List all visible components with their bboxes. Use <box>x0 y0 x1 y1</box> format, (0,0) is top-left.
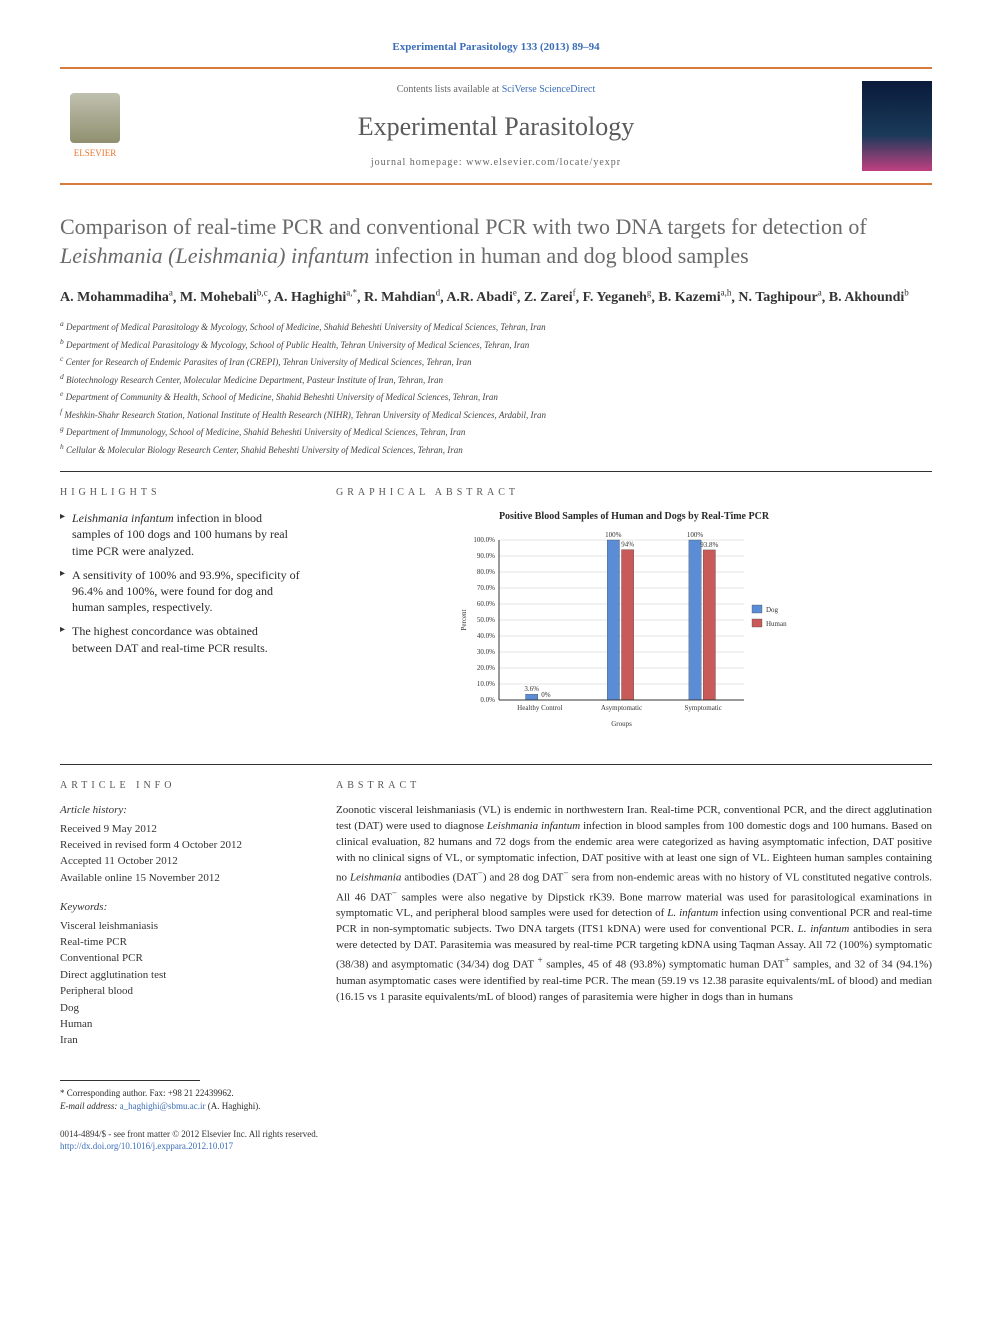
sciencedirect-link[interactable]: SciVerse ScienceDirect <box>502 84 596 95</box>
corresponding-email-link[interactable]: a_haghighi@sbmu.ac.ir <box>120 1101 206 1111</box>
svg-text:60.0%: 60.0% <box>477 600 495 608</box>
keyword: Visceral leishmaniasis <box>60 919 300 934</box>
authors-list: A. Mohammadihaa, M. Mohebalib,c, A. Hagh… <box>60 287 932 309</box>
affiliation: f Meshkin-Shahr Research Station, Nation… <box>60 406 932 423</box>
svg-text:100%: 100% <box>687 531 704 539</box>
author: A.R. Abadie <box>446 290 517 305</box>
highlight-item: The highest concordance was obtained bet… <box>60 623 300 655</box>
journal-cover-thumb <box>862 81 932 171</box>
svg-text:93.8%: 93.8% <box>700 541 718 549</box>
svg-text:Asymptomatic: Asymptomatic <box>601 704 642 712</box>
svg-text:3.6%: 3.6% <box>524 685 539 693</box>
affiliation: h Cellular & Molecular Biology Research … <box>60 441 932 458</box>
highlights: Leishmania infantum infection in blood s… <box>60 510 300 656</box>
article-info: Article history: Received 9 May 2012Rece… <box>60 803 300 1048</box>
affiliation: c Center for Research of Endemic Parasit… <box>60 353 932 370</box>
keyword: Real-time PCR <box>60 935 300 950</box>
affiliation: g Department of Immunology, School of Me… <box>60 423 932 440</box>
keyword: Peripheral blood <box>60 984 300 999</box>
keyword: Dog <box>60 1001 300 1016</box>
affiliation: a Department of Medical Parasitology & M… <box>60 318 932 335</box>
highlight-item: A sensitivity of 100% and 93.9%, specifi… <box>60 567 300 616</box>
svg-text:20.0%: 20.0% <box>477 664 495 672</box>
svg-text:80.0%: 80.0% <box>477 568 495 576</box>
author: A. Mohammadihaa <box>60 290 173 305</box>
history-line: Received 9 May 2012 <box>60 822 300 837</box>
author: B. Akhoundib <box>829 290 909 305</box>
author: R. Mahdiand <box>364 290 440 305</box>
highlight-item: Leishmania infantum infection in blood s… <box>60 510 300 559</box>
graphical-abstract-chart: Positive Blood Samples of Human and Dogs… <box>336 510 932 730</box>
author: Z. Zareif <box>524 290 576 305</box>
keyword: Conventional PCR <box>60 951 300 966</box>
svg-text:94%: 94% <box>621 541 634 549</box>
svg-text:100.0%: 100.0% <box>473 536 495 544</box>
svg-text:10.0%: 10.0% <box>477 680 495 688</box>
svg-text:Groups: Groups <box>611 720 632 728</box>
author: N. Taghipoura <box>738 290 821 305</box>
svg-text:0%: 0% <box>541 691 551 699</box>
affiliation: d Biotechnology Research Center, Molecul… <box>60 371 932 388</box>
affiliation: b Department of Medical Parasitology & M… <box>60 336 932 353</box>
affiliations: a Department of Medical Parasitology & M… <box>60 318 932 457</box>
author: F. Yeganehg <box>583 290 652 305</box>
svg-text:Symptomatic: Symptomatic <box>684 704 721 712</box>
affiliation: e Department of Community & Health, Scho… <box>60 388 932 405</box>
keyword: Iran <box>60 1033 300 1048</box>
svg-text:0.0%: 0.0% <box>480 696 495 704</box>
svg-text:Healthy Control: Healthy Control <box>517 704 562 712</box>
svg-text:30.0%: 30.0% <box>477 648 495 656</box>
history-line: Available online 15 November 2012 <box>60 871 300 886</box>
svg-text:90.0%: 90.0% <box>477 552 495 560</box>
svg-text:Dog: Dog <box>766 606 779 614</box>
journal-name: Experimental Parasitology <box>146 109 846 145</box>
journal-citation: Experimental Parasitology 133 (2013) 89–… <box>60 40 932 55</box>
highlights-label: HIGHLIGHTS <box>60 486 300 500</box>
homepage-line: journal homepage: www.elsevier.com/locat… <box>146 156 846 170</box>
copyright: 0014-4894/$ - see front matter © 2012 El… <box>60 1128 932 1153</box>
article-history-label: Article history: <box>60 803 300 818</box>
journal-header: ELSEVIER Contents lists available at Sci… <box>60 67 932 185</box>
doi-link[interactable]: http://dx.doi.org/10.1016/j.exppara.2012… <box>60 1141 233 1151</box>
publisher-name: ELSEVIER <box>74 147 117 160</box>
keywords-label: Keywords: <box>60 900 300 915</box>
elsevier-tree-icon <box>70 93 120 143</box>
homepage-url[interactable]: www.elsevier.com/locate/yexpr <box>466 157 621 168</box>
svg-text:Human: Human <box>766 620 787 628</box>
author: B. Kazemia,h <box>658 290 731 305</box>
article-title: Comparison of real-time PCR and conventi… <box>60 213 932 270</box>
history-line: Accepted 11 October 2012 <box>60 854 300 869</box>
publisher-logo: ELSEVIER <box>60 86 130 166</box>
graphical-abstract-label: GRAPHICAL ABSTRACT <box>336 486 932 500</box>
keyword: Direct agglutination test <box>60 968 300 983</box>
svg-text:50.0%: 50.0% <box>477 616 495 624</box>
contents-line: Contents lists available at SciVerse Sci… <box>146 83 846 97</box>
keyword: Human <box>60 1017 300 1032</box>
abstract-text: Zoonotic visceral leishmaniasis (VL) is … <box>336 803 932 1005</box>
corresponding-author: * Corresponding author. Fax: +98 21 2243… <box>60 1087 932 1114</box>
svg-text:40.0%: 40.0% <box>477 632 495 640</box>
svg-text:100%: 100% <box>605 531 622 539</box>
abstract-label: ABSTRACT <box>336 779 932 793</box>
author: A. Haghighia,* <box>274 290 357 305</box>
svg-text:Percent: Percent <box>460 610 468 631</box>
history-line: Received in revised form 4 October 2012 <box>60 838 300 853</box>
article-info-label: ARTICLE INFO <box>60 779 300 793</box>
author: M. Mohebalib,c <box>180 290 268 305</box>
chart-title: Positive Blood Samples of Human and Dogs… <box>336 510 932 524</box>
svg-text:70.0%: 70.0% <box>477 584 495 592</box>
